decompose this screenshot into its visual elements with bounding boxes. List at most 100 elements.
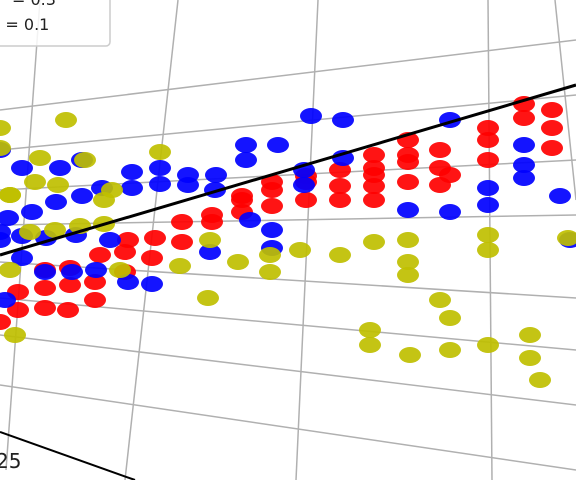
grid-line — [0, 334, 576, 406]
data-point-red — [541, 120, 563, 136]
data-point-blue — [332, 112, 354, 128]
data-point-red — [201, 207, 223, 223]
data-point-red — [84, 292, 106, 308]
data-point-olive — [227, 254, 249, 270]
data-point-blue — [177, 167, 199, 183]
data-point-blue — [99, 232, 121, 248]
data-point-olive — [24, 174, 46, 190]
data-point-olive — [0, 120, 11, 136]
data-point-olive — [4, 327, 26, 343]
data-point-red — [57, 302, 79, 318]
data-point-olive — [101, 182, 123, 198]
data-point-olive — [109, 262, 131, 278]
data-point-red — [397, 174, 419, 190]
data-point-blue — [549, 188, 571, 204]
data-point-blue — [121, 164, 143, 180]
data-point-olive — [29, 150, 51, 166]
data-point-olive — [557, 230, 576, 246]
data-point-olive — [359, 322, 381, 338]
data-point-olive — [477, 337, 499, 353]
data-point-blue — [141, 276, 163, 292]
data-point-red — [329, 162, 351, 178]
data-point-blue — [117, 274, 139, 290]
legend: = 0.3 s = 0.1 — [0, 0, 111, 47]
data-point-olive — [397, 267, 419, 283]
data-point-blue — [61, 264, 83, 280]
data-point-olive — [199, 232, 221, 248]
data-point-olive — [519, 327, 541, 343]
data-point-red — [117, 232, 139, 248]
data-point-red — [34, 280, 56, 296]
data-point-red — [84, 274, 106, 290]
grid-line — [0, 39, 576, 111]
data-point-blue — [397, 202, 419, 218]
data-point-blue — [513, 157, 535, 173]
data-point-olive — [74, 152, 96, 168]
data-point-blue — [235, 152, 257, 168]
data-point-blue — [85, 262, 107, 278]
data-point-olive — [359, 337, 381, 353]
data-point-blue — [71, 188, 93, 204]
data-point-red — [59, 277, 81, 293]
legend-entry-1: = 0.3 — [12, 0, 56, 9]
grid-line — [554, 0, 576, 201]
data-point-red — [261, 174, 283, 190]
data-point-blue — [513, 170, 535, 186]
data-point-blue — [11, 160, 33, 176]
data-point-olive — [55, 112, 77, 128]
x-tick-label: 25 — [0, 449, 21, 473]
data-point-red — [144, 230, 166, 246]
data-point-olive — [44, 222, 66, 238]
data-point-olive — [477, 242, 499, 258]
data-point-olive — [197, 290, 219, 306]
data-point-red — [34, 300, 56, 316]
data-point-olive — [169, 258, 191, 274]
data-point-blue — [0, 210, 19, 226]
data-point-red — [541, 102, 563, 118]
data-point-blue — [0, 292, 16, 308]
data-point-blue — [293, 177, 315, 193]
grid-line — [0, 94, 576, 151]
data-point-blue — [21, 204, 43, 220]
data-point-blue — [477, 180, 499, 196]
data-point-blue — [199, 244, 221, 260]
data-point-blue — [477, 197, 499, 213]
data-point-blue — [149, 176, 171, 192]
data-point-blue — [267, 137, 289, 153]
data-point-red — [363, 178, 385, 194]
data-point-red — [477, 132, 499, 148]
data-point-olive — [429, 292, 451, 308]
data-point-olive — [289, 242, 311, 258]
data-point-red — [541, 140, 563, 156]
data-point-blue — [49, 160, 71, 176]
data-point-red — [89, 247, 111, 263]
data-point-red — [363, 167, 385, 183]
data-point-red — [329, 192, 351, 208]
data-point-red — [477, 152, 499, 168]
data-point-red — [171, 234, 193, 250]
data-point-blue — [235, 137, 257, 153]
data-point-red — [513, 110, 535, 126]
data-point-blue — [239, 212, 261, 228]
data-point-red — [7, 302, 29, 318]
data-point-blue — [149, 160, 171, 176]
data-point-olive — [259, 247, 281, 263]
data-point-blue — [261, 222, 283, 238]
data-point-olive — [529, 372, 551, 388]
fit-line — [0, 83, 576, 257]
data-point-red — [397, 154, 419, 170]
data-point-red — [231, 188, 253, 204]
data-point-blue — [11, 250, 33, 266]
series-red — [0, 96, 563, 330]
data-point-olive — [477, 227, 499, 243]
data-point-red — [0, 314, 11, 330]
data-point-olive — [519, 350, 541, 366]
data-points — [0, 96, 576, 388]
grid-line — [0, 384, 576, 471]
data-point-olive — [329, 247, 351, 263]
series-blue — [0, 108, 576, 308]
data-point-olive — [19, 224, 41, 240]
data-point-olive — [363, 234, 385, 250]
grid-line — [295, 0, 319, 480]
